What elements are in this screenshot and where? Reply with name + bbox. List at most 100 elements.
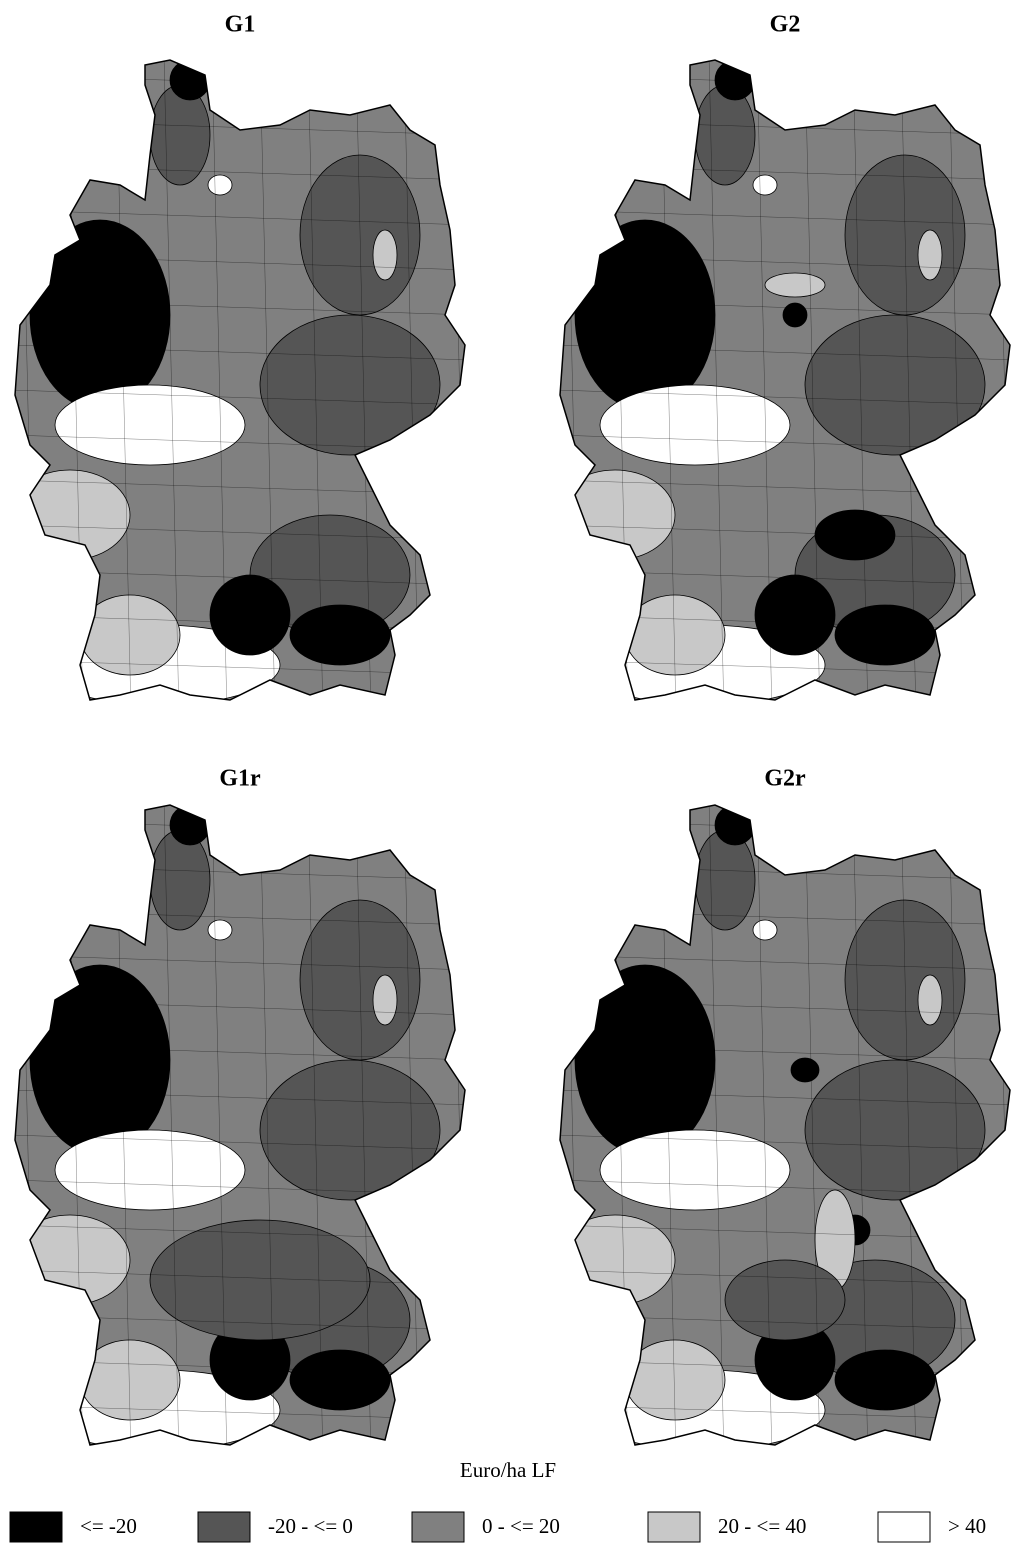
legend-label: 0 - <= 20 [482,1514,560,1538]
district-border [15,819,465,836]
district-border [15,74,465,91]
map [14,59,466,701]
region [289,1349,391,1411]
legend-title: Euro/ha LF [460,1458,556,1482]
district-border [560,1089,1010,1106]
regions [15,805,465,1445]
region [752,919,778,941]
district-border [804,60,821,700]
district-border [15,299,465,316]
map-title: G2r [764,766,806,792]
region [259,314,441,456]
region [209,574,291,656]
region [917,974,943,1026]
district-border [403,60,420,700]
district-border [560,524,1010,541]
legend-swatch [411,1511,465,1543]
region [169,805,211,846]
district-border [15,1134,465,1151]
legend-label: 20 - <= 40 [718,1514,806,1538]
map-title: G1 [225,12,256,38]
regions [560,805,1010,1445]
district-border [560,344,1010,361]
region [54,384,246,466]
regions [560,60,1010,700]
map-title: G2 [770,12,801,38]
district-border [15,389,465,406]
legend-label: <= -20 [80,1514,137,1538]
legend-swatch [877,1511,931,1543]
district-border [259,805,276,1445]
region [834,1349,936,1411]
district-border [560,1269,1010,1286]
district-border [211,805,228,1445]
legend-swatch [647,1511,701,1543]
map-title: G1r [219,766,261,792]
district-border [900,60,917,700]
region [259,1059,441,1201]
district-border [307,60,324,700]
district-border [560,74,1010,91]
region [207,174,233,196]
district-border [15,1044,465,1061]
district-border [15,1269,465,1286]
district-border [708,805,725,1445]
district-border [259,60,276,700]
district-border [15,1089,465,1106]
region [804,314,986,456]
region [574,964,716,1156]
district-border [403,805,420,1445]
district-border [163,805,180,1445]
map [559,804,1011,1446]
district-border [560,999,1010,1016]
region [29,219,171,411]
district-border [15,999,465,1016]
map [559,59,1011,701]
district-border [15,344,465,361]
district-border [307,805,324,1445]
region [752,174,778,196]
region [29,964,171,1156]
legend-swatch [9,1511,63,1543]
district-border [211,60,228,700]
district-border [15,254,465,271]
district-border [900,805,917,1445]
region [289,604,391,666]
region [599,1129,791,1211]
region [754,574,836,656]
region [724,1259,846,1341]
region [804,1059,986,1201]
district-border [15,954,465,971]
legend-label: -20 - <= 0 [268,1514,353,1538]
district-border [560,1044,1010,1061]
region [207,919,233,941]
district-border [852,805,869,1445]
district-border [756,805,773,1445]
district-border [355,60,372,700]
district-border [756,60,773,700]
district-border [355,805,372,1445]
region [372,229,398,281]
region [764,272,826,298]
district-border [708,60,725,700]
district-border [560,389,1010,406]
region [834,604,936,666]
region [372,974,398,1026]
district-border [852,60,869,700]
district-border [948,805,965,1445]
district-border [560,299,1010,316]
region [54,1129,246,1211]
region [169,60,211,101]
district-border [560,819,1010,836]
region [782,302,808,328]
region [149,1219,371,1341]
district-border [804,805,821,1445]
region [714,805,756,846]
district-border [560,954,1010,971]
district-border [948,60,965,700]
legend-label: > 40 [948,1514,986,1538]
regions [15,60,465,700]
region [574,219,716,411]
district-border [163,60,180,700]
